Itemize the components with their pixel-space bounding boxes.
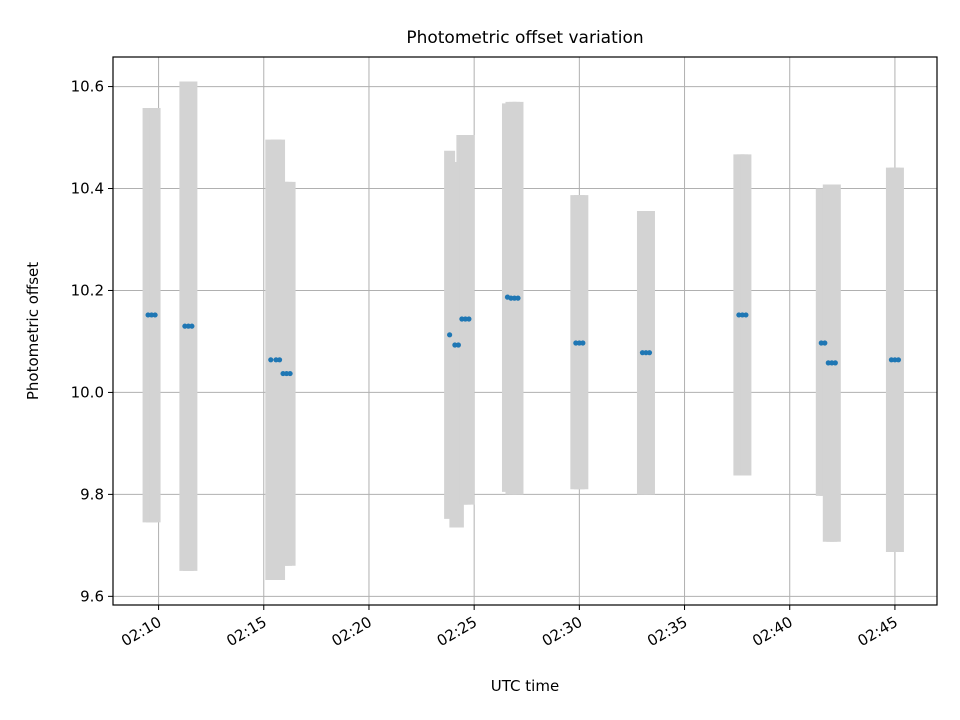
data-point [447, 332, 453, 338]
data-points [145, 294, 902, 377]
y-tick-label: 10.4 [71, 180, 104, 198]
data-point [743, 312, 749, 318]
data-point [287, 370, 293, 377]
plot-frame [112, 56, 938, 606]
y-tick-label: 10.0 [71, 383, 104, 401]
data-point [822, 340, 828, 346]
data-point [466, 316, 472, 322]
y-tick-label: 10.2 [71, 281, 104, 299]
data-point [580, 340, 586, 346]
y-tick-label: 9.6 [80, 587, 104, 605]
y-axis-label: Photometric offset [24, 262, 42, 400]
data-point [152, 312, 158, 318]
data-point [455, 342, 461, 348]
data-point [832, 360, 838, 366]
y-tick-label: 10.6 [71, 78, 104, 96]
data-point [268, 357, 274, 363]
grid [113, 57, 937, 605]
chart-title: Photometric offset variation [406, 28, 643, 48]
data-point [646, 350, 653, 356]
y-tick-label: 9.8 [80, 485, 104, 503]
data-point [276, 357, 283, 363]
data-point [895, 357, 902, 363]
data-point [515, 295, 521, 301]
data-point [189, 323, 195, 329]
y-axis: 9.6 9.8 10.0 10.2 10.4 10.6 [71, 78, 113, 605]
x-axis-label: UTC time [491, 677, 559, 695]
